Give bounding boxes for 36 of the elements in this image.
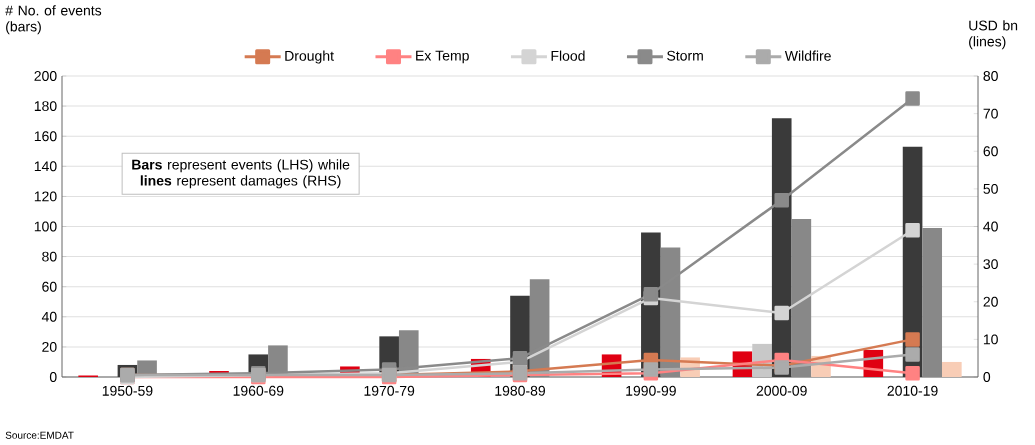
legend-label: Drought [285, 50, 334, 64]
legend-label: Storm [667, 50, 703, 61]
y-tick-label: 20 [42, 341, 57, 352]
x-tick-label: 1980-89 [495, 385, 546, 396]
legend-label: Flood [551, 50, 585, 61]
x-tick-label: 1990-99 [626, 385, 676, 396]
y2-tick-label: 40 [983, 221, 998, 232]
y2-tick-label: 60 [983, 146, 998, 157]
y-tick-label: 180 [34, 101, 57, 112]
x-tick-label: 2010-19 [887, 385, 938, 396]
annotation: Bars represent events (LHS) while lines represent damages (RHS) [132, 159, 350, 189]
y2-tick-label: 0 [983, 372, 991, 382]
y2-tick-label: 10 [983, 334, 998, 345]
y2-tick-label: 50 [983, 183, 998, 194]
y2-tick-label: 20 [983, 296, 998, 307]
y-tick-label: 120 [34, 191, 57, 202]
y-tick-label: 200 [34, 71, 57, 81]
y2-tick-label: 70 [983, 108, 998, 119]
x-tick-label: 1960-69 [233, 385, 284, 396]
x-tick-label: 2000-09 [756, 385, 807, 396]
y2-tick-label: 80 [983, 71, 998, 81]
y-tick-label: 100 [34, 221, 57, 232]
x-tick-label: 1950-59 [102, 385, 153, 396]
y-tick-label: 0 [49, 372, 57, 382]
y-tick-label: 140 [34, 161, 57, 172]
legend-label: Ex Temp [416, 50, 469, 64]
y-tick-label: 80 [42, 251, 57, 262]
x-tick-label: 1970-79 [364, 385, 415, 396]
y2-axis-title: USD bn (lines) [969, 20, 1018, 50]
y2-tick-label: 30 [983, 259, 998, 270]
y-tick-label: 40 [41, 311, 57, 322]
y-tick-label: 60 [42, 281, 57, 292]
legend-label: Wildfire [784, 50, 831, 61]
y-axis-title: # No. of events (bars) [5, 5, 102, 35]
source-note: Source:EMDAT [5, 431, 74, 439]
y-tick-label: 160 [34, 131, 57, 142]
